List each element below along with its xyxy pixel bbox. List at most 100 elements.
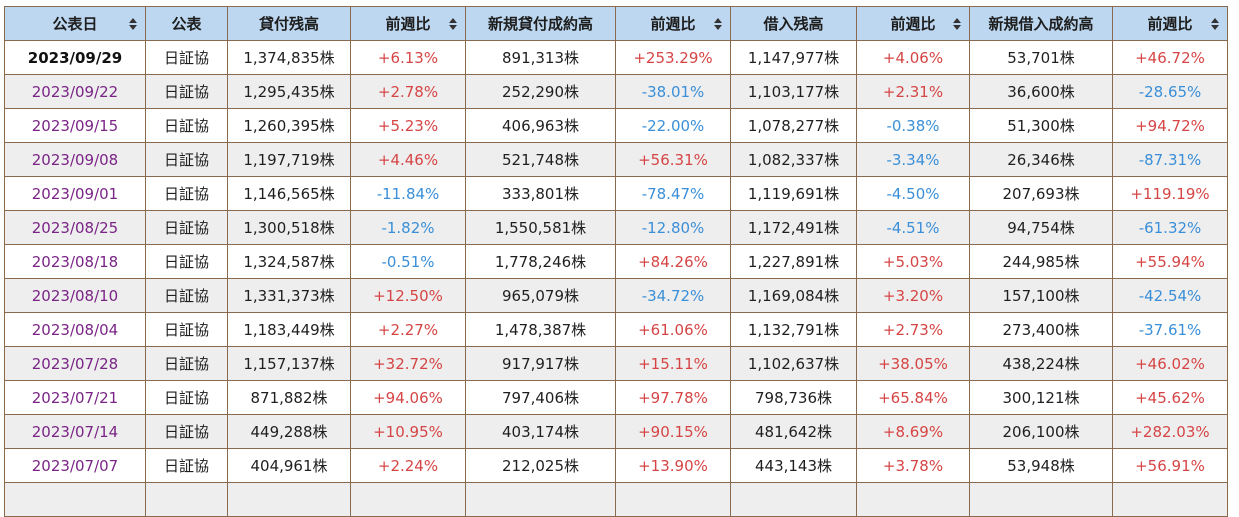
cell-publish-date[interactable]: 2023/07/21: [4, 380, 146, 415]
header-new-borrow: 新規借入成約高: [969, 6, 1113, 41]
cell-publisher: 日証協: [145, 414, 228, 449]
cell-new-borrow-wow: -61.32%: [1112, 210, 1228, 245]
cell-loan-balance: 1,260,395株: [227, 108, 351, 143]
cell-publisher: 日証協: [145, 40, 228, 75]
cell-publish-date[interactable]: 2023/09/08: [4, 142, 146, 177]
cell-loan-balance-wow: +4.46%: [350, 142, 466, 177]
cell-new-borrow: 438,224株: [969, 346, 1113, 381]
cell-new-borrow-wow: +55.94%: [1112, 244, 1228, 279]
cell-borrow-balance: 1,102,637株: [730, 346, 857, 381]
cell-publish-date[interactable]: 2023/08/25: [4, 210, 146, 245]
cell-borrow-balance: 798,736株: [730, 380, 857, 415]
cell-borrow-balance: 1,078,277株: [730, 108, 857, 143]
cell-borrow-balance-wow: +3.20%: [856, 278, 970, 313]
cell-borrow-balance: [730, 482, 857, 517]
cell-borrow-balance-wow: +65.84%: [856, 380, 970, 415]
cell-borrow-balance-wow: +3.78%: [856, 448, 970, 483]
cell-loan-balance-wow: +94.06%: [350, 380, 466, 415]
cell-publish-date[interactable]: 2023/09/01: [4, 176, 146, 211]
cell-new-borrow: [969, 482, 1113, 517]
header-label: 借入残高: [763, 15, 824, 33]
cell-borrow-balance-wow: +2.73%: [856, 312, 970, 347]
cell-loan-balance: 871,882株: [227, 380, 351, 415]
cell-new-loan: 1,550,581株: [465, 210, 616, 245]
cell-publish-date: [4, 482, 146, 517]
cell-publisher: [145, 482, 228, 517]
header-new-loan-wow[interactable]: 前週比: [615, 6, 731, 41]
cell-borrow-balance-wow: +2.31%: [856, 74, 970, 109]
header-label: 新規貸付成約高: [487, 15, 593, 33]
cell-new-borrow-wow: +282.03%: [1112, 414, 1228, 449]
sort-arrows-icon[interactable]: [953, 17, 961, 30]
table-row: 2023/07/07 日証協 404,961株 +2.24% 212,025株 +13.9…: [4, 448, 1228, 483]
cell-new-loan: 403,174株: [465, 414, 616, 449]
cell-new-loan-wow: -78.47%: [615, 176, 731, 211]
cell-publisher: 日証協: [145, 74, 228, 109]
cell-borrow-balance: 1,132,791株: [730, 312, 857, 347]
cell-loan-balance-wow: -0.51%: [350, 244, 466, 279]
cell-new-loan-wow: -22.00%: [615, 108, 731, 143]
cell-publish-date[interactable]: 2023/07/28: [4, 346, 146, 381]
header-label: 前週比: [890, 15, 936, 33]
cell-new-loan: 406,963株: [465, 108, 616, 143]
header-borrow-balance-wow[interactable]: 前週比: [856, 6, 970, 41]
cell-new-borrow: 206,100株: [969, 414, 1113, 449]
cell-new-loan: 212,025株: [465, 448, 616, 483]
header-label: 公表日: [52, 15, 98, 33]
header-label: 新規借入成約高: [988, 15, 1094, 33]
cell-publisher: 日証協: [145, 346, 228, 381]
table-row: 2023/07/21 日証協 871,882株 +94.06% 797,406株 +97.…: [4, 380, 1228, 415]
header-publisher: 公表: [145, 6, 228, 41]
cell-new-loan-wow: +253.29%: [615, 40, 731, 75]
sort-arrows-icon[interactable]: [129, 17, 137, 30]
cell-publish-date[interactable]: 2023/07/07: [4, 448, 146, 483]
cell-new-loan: 917,917株: [465, 346, 616, 381]
cell-publish-date[interactable]: 2023/08/10: [4, 278, 146, 313]
cell-publish-date[interactable]: 2023/09/15: [4, 108, 146, 143]
cell-new-borrow: 53,701株: [969, 40, 1113, 75]
cell-new-borrow: 53,948株: [969, 448, 1113, 483]
cell-new-loan-wow: +15.11%: [615, 346, 731, 381]
cell-borrow-balance: 1,082,337株: [730, 142, 857, 177]
cell-loan-balance: 1,331,373株: [227, 278, 351, 313]
table-row: 2023/09/15 日証協 1,260,395株 +5.23% 406,963株 -22…: [4, 108, 1228, 143]
cell-new-loan: 1,778,246株: [465, 244, 616, 279]
cell-borrow-balance: 1,227,891株: [730, 244, 857, 279]
cell-loan-balance: 1,324,587株: [227, 244, 351, 279]
header-loan-balance-wow[interactable]: 前週比: [350, 6, 466, 41]
cell-new-borrow-wow: -28.65%: [1112, 74, 1228, 109]
cell-new-loan-wow: [615, 482, 731, 517]
table-row: 2023/09/29 日証協 1,374,835株 +6.13% 891,313株 +25…: [4, 40, 1228, 75]
header-label: 前週比: [650, 15, 696, 33]
table-row: [4, 482, 1228, 517]
cell-publish-date[interactable]: 2023/07/14: [4, 414, 146, 449]
cell-borrow-balance: 443,143株: [730, 448, 857, 483]
cell-loan-balance: [227, 482, 351, 517]
cell-borrow-balance: 1,119,691株: [730, 176, 857, 211]
header-publish-date[interactable]: 公表日: [4, 6, 146, 41]
cell-borrow-balance-wow: +5.03%: [856, 244, 970, 279]
cell-publisher: 日証協: [145, 448, 228, 483]
cell-publisher: 日証協: [145, 278, 228, 313]
cell-loan-balance-wow: -11.84%: [350, 176, 466, 211]
cell-loan-balance: 1,295,435株: [227, 74, 351, 109]
cell-loan-balance-wow: [350, 482, 466, 517]
sort-arrows-icon[interactable]: [1211, 17, 1219, 30]
cell-new-borrow-wow: +46.72%: [1112, 40, 1228, 75]
header-new-borrow-wow[interactable]: 前週比: [1112, 6, 1228, 41]
cell-new-loan: 333,801株: [465, 176, 616, 211]
cell-publish-date[interactable]: 2023/09/22: [4, 74, 146, 109]
header-label: 公表: [171, 15, 202, 33]
cell-new-loan-wow: +90.15%: [615, 414, 731, 449]
sort-arrows-icon[interactable]: [449, 17, 457, 30]
table-row: 2023/08/25 日証協 1,300,518株 -1.82% 1,550,581株 -…: [4, 210, 1228, 245]
cell-publish-date[interactable]: 2023/08/18: [4, 244, 146, 279]
cell-publish-date[interactable]: 2023/08/04: [4, 312, 146, 347]
cell-new-loan-wow: +84.26%: [615, 244, 731, 279]
cell-loan-balance: 1,197,719株: [227, 142, 351, 177]
sort-arrows-icon[interactable]: [714, 17, 722, 30]
cell-borrow-balance-wow: -4.51%: [856, 210, 970, 245]
cell-loan-balance-wow: -1.82%: [350, 210, 466, 245]
cell-loan-balance: 1,146,565株: [227, 176, 351, 211]
cell-new-borrow: 273,400株: [969, 312, 1113, 347]
